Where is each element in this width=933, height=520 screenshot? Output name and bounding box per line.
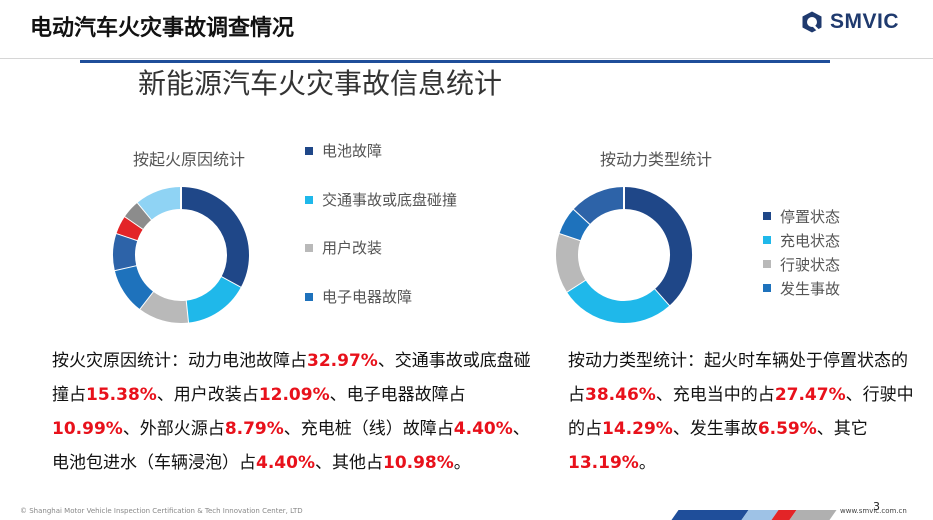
donut-slice [559, 209, 591, 241]
donut-chart-cause [113, 186, 249, 324]
donut-slice [137, 187, 182, 220]
chart-title-power-type: 按动力类型统计 [600, 150, 713, 169]
legend-label: 停置状态 [780, 207, 841, 226]
summary-power-type: 按动力类型统计：起火时车辆处于停置状态的占38.46%、充电当中的占27.47%… [568, 344, 918, 480]
legend-item: 行驶状态 [763, 252, 840, 276]
legend-swatch [305, 292, 313, 301]
legend-item: 电子电器故障 [305, 286, 457, 335]
legend-label: 交通事故或底盘碰撞 [322, 190, 458, 209]
summary-text: 、充电当中的占 [655, 385, 775, 405]
summary-text: 、其它 [816, 419, 868, 439]
header-divider [0, 58, 933, 59]
legend-swatch [763, 260, 771, 268]
legend-swatch [763, 284, 771, 292]
legend-cause: 电池故障交通事故或底盘碰撞 用户改装电子电器故障 [305, 140, 457, 334]
summary-percentage: 13.19% [568, 453, 639, 473]
summary-text: 、电子电器故障占 [329, 385, 466, 405]
summary-text: 。 [453, 453, 471, 473]
summary-text: 、外部火源占 [122, 419, 225, 439]
summary-text: 按火灾原因统计：动力电池故障占 [52, 351, 307, 371]
summary-percentage: 32.97% [307, 351, 378, 371]
summary-percentage: 4.40% [453, 419, 513, 439]
summary-text: 、充电桩（线）故障占 [283, 419, 454, 439]
legend-label: 电池故障 [322, 142, 383, 160]
summary-cause: 按火灾原因统计：动力电池故障占32.97%、交通事故或底盘碰撞占15.38%、用… [52, 344, 542, 480]
summary-text: 。 [638, 453, 656, 473]
donut-slice [180, 187, 249, 288]
footer-copyright: © Shanghai Motor Vehicle Inspection Cert… [20, 507, 303, 515]
donut-slice [623, 187, 692, 306]
summary-text: 、行驶中的占 [568, 385, 914, 439]
legend-power-type: 停置状态充电状态行驶状态发生事故 [763, 204, 840, 300]
legend-swatch [305, 244, 313, 252]
donut-slice [116, 216, 144, 241]
summary-percentage: 27.47% [774, 385, 846, 405]
slice-separator [219, 275, 243, 290]
legend-swatch [305, 147, 313, 155]
chart-title-cause: 按起火原因统计 [133, 150, 246, 169]
summary-text: 按动力类型统计：起火时车辆处于停置状态的占 [568, 351, 908, 405]
donut-slice [114, 264, 154, 309]
section-subtitle: 新能源汽车火灾事故信息统计 [138, 67, 503, 100]
legend-label: 用户改装 [322, 239, 383, 257]
legend-item: 停置状态 [763, 204, 840, 228]
summary-percentage: 8.79% [224, 419, 284, 439]
donut-chart-power-type [556, 186, 692, 323]
legend-swatch [305, 195, 313, 204]
summary-percentage: 12.09% [258, 385, 330, 405]
legend-label: 充电状态 [780, 231, 841, 250]
footer-bar-segment [789, 510, 837, 520]
legend-item: 电池故障 [305, 140, 457, 189]
page-number: 3 [873, 500, 880, 513]
smvic-logo-icon [802, 11, 822, 33]
logo: SMVIC [800, 10, 899, 34]
legend-item: 用户改装 [305, 237, 457, 286]
summary-percentage: 38.46% [585, 385, 656, 405]
summary-percentage: 4.40% [256, 453, 315, 473]
legend-label: 电子电器故障 [322, 287, 413, 306]
donut-slice [556, 233, 586, 292]
footer-url: www.smvic.com.cn [840, 507, 907, 515]
logo-text: SMVIC [830, 10, 900, 33]
donut-slice [566, 279, 670, 323]
donut-slice [125, 202, 153, 230]
slide-title: 电动汽车火灾事故调查情况 [30, 16, 295, 41]
legend-item: 发生事故 [763, 276, 840, 300]
summary-percentage: 14.29% [602, 419, 673, 439]
donut-slice [139, 291, 189, 323]
summary-percentage: 10.99% [52, 419, 123, 439]
slice-separator [136, 201, 154, 221]
summary-percentage: 6.59% [757, 419, 817, 439]
summary-text: 、电池包进水（车辆浸泡）占 [52, 419, 530, 473]
summary-text: 、发生事故 [672, 419, 758, 439]
slice-separator [565, 278, 587, 294]
legend-label: 行驶状态 [780, 255, 841, 274]
summary-percentage: 15.38% [86, 385, 157, 405]
slice-separator [653, 288, 671, 308]
donut-slice [573, 187, 625, 225]
legend-label: 发生事故 [780, 279, 841, 298]
summary-text: 、其他占 [314, 453, 383, 473]
summary-percentage: 10.98% [382, 453, 454, 473]
summary-text: 、用户改装占 [156, 385, 259, 405]
footer-bar-segment [671, 510, 749, 520]
header-accent-line [80, 60, 830, 63]
legend-swatch [763, 236, 771, 244]
donut-slice [185, 276, 241, 323]
slice-separator [138, 290, 155, 311]
legend-swatch [763, 212, 771, 220]
legend-item: 交通事故或底盘碰撞 [305, 189, 457, 238]
legend-item: 充电状态 [763, 228, 840, 252]
donut-slice [113, 233, 138, 271]
summary-text: 、交通事故或底盘碰撞占 [52, 351, 531, 405]
